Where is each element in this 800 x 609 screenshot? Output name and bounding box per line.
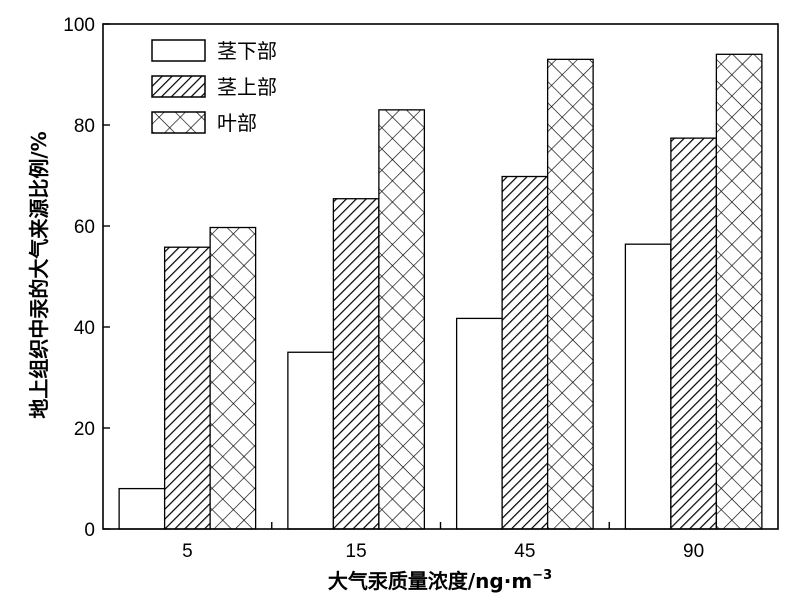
x-axis-title-main: 大气汞质量浓度/ng·m [328, 569, 532, 593]
x-axis-title: 大气汞质量浓度/ng·m−3 [328, 568, 552, 593]
legend-swatch-series-0 [151, 39, 206, 62]
bar-series-0-cat-2 [455, 317, 503, 530]
y-tick-label-5: 100 [63, 15, 95, 36]
bar-series-0-cat-0 [118, 487, 166, 530]
y-tick-label-0: 0 [84, 520, 95, 541]
legend-swatch-series-1 [151, 75, 206, 98]
legend: 茎下部 茎上部 叶部 [151, 39, 277, 135]
y-tick-label-3: 60 [74, 217, 95, 238]
legend-label-series-1: 茎上部 [217, 75, 277, 99]
bars-layer [118, 53, 763, 530]
bar-series-0-cat-3 [624, 243, 672, 530]
bar-series-1-cat-3 [670, 137, 718, 530]
bar-series-2-cat-2 [546, 58, 594, 530]
bar-series-1-cat-0 [163, 246, 211, 530]
x-tick-label-3: 90 [683, 541, 704, 562]
bar-series-2-cat-1 [378, 109, 426, 530]
y-tick-label-4: 80 [74, 116, 95, 137]
x-tick-label-0: 5 [182, 541, 193, 562]
y-tick-label-1: 20 [74, 419, 95, 440]
x-tick-label-1: 15 [346, 541, 367, 562]
legend-label-series-2: 叶部 [217, 111, 257, 135]
bar-series-2-cat-0 [209, 226, 257, 530]
y-tick-label-2: 40 [74, 318, 95, 339]
bar-series-1-cat-1 [332, 198, 380, 530]
legend-swatch-series-2 [151, 111, 206, 134]
x-axis-title-superscript: −3 [532, 568, 552, 583]
bar-series-0-cat-1 [287, 351, 335, 530]
ticks-layer: 0 20 40 60 80 100 5 15 45 90 [63, 15, 704, 562]
y-axis-title: 地上组织中汞的大气来源比例/% [27, 131, 51, 418]
legend-label-series-0: 茎下部 [217, 39, 277, 63]
bar-series-1-cat-2 [501, 175, 549, 530]
x-tick-label-2: 45 [514, 541, 535, 562]
bar-series-2-cat-3 [715, 53, 763, 530]
